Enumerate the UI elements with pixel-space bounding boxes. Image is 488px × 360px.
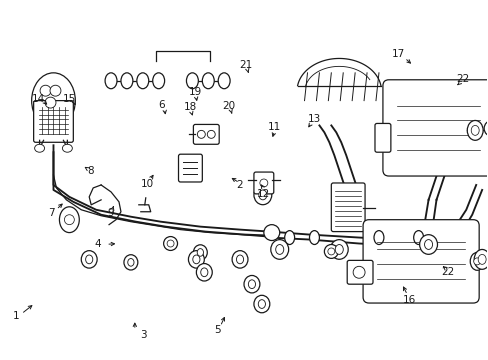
Ellipse shape xyxy=(152,73,164,89)
Circle shape xyxy=(163,237,177,251)
Circle shape xyxy=(167,240,174,247)
Circle shape xyxy=(352,266,365,278)
Ellipse shape xyxy=(258,300,265,309)
Ellipse shape xyxy=(60,207,79,233)
Ellipse shape xyxy=(193,245,207,260)
Text: 2: 2 xyxy=(236,180,243,190)
Circle shape xyxy=(473,258,480,265)
Text: 6: 6 xyxy=(159,100,165,110)
Ellipse shape xyxy=(483,121,488,136)
Circle shape xyxy=(40,85,51,96)
FancyBboxPatch shape xyxy=(178,154,202,182)
Ellipse shape xyxy=(192,255,200,264)
Text: 22: 22 xyxy=(441,267,454,277)
Circle shape xyxy=(264,225,279,240)
Ellipse shape xyxy=(188,251,204,268)
Ellipse shape xyxy=(197,249,203,256)
Circle shape xyxy=(487,125,488,132)
Ellipse shape xyxy=(137,73,148,89)
Text: 7: 7 xyxy=(48,208,55,218)
Text: 15: 15 xyxy=(63,94,76,104)
FancyBboxPatch shape xyxy=(193,125,219,144)
FancyBboxPatch shape xyxy=(331,183,365,231)
FancyBboxPatch shape xyxy=(34,100,73,142)
Ellipse shape xyxy=(81,251,97,268)
Ellipse shape xyxy=(284,231,294,244)
Text: 1: 1 xyxy=(13,311,20,321)
Ellipse shape xyxy=(196,264,212,281)
Text: 16: 16 xyxy=(402,295,415,305)
Circle shape xyxy=(45,97,56,108)
Text: 12: 12 xyxy=(257,189,270,199)
Ellipse shape xyxy=(248,280,255,289)
Ellipse shape xyxy=(35,144,44,152)
Circle shape xyxy=(64,215,74,225)
Circle shape xyxy=(324,244,338,258)
Text: 9: 9 xyxy=(107,208,114,218)
Ellipse shape xyxy=(275,244,283,255)
Ellipse shape xyxy=(121,73,133,89)
Ellipse shape xyxy=(335,244,343,255)
Text: 11: 11 xyxy=(267,122,281,132)
Text: 22: 22 xyxy=(455,74,468,84)
Ellipse shape xyxy=(309,231,319,244)
FancyBboxPatch shape xyxy=(346,260,372,284)
Ellipse shape xyxy=(123,255,138,270)
Ellipse shape xyxy=(232,251,247,268)
Ellipse shape xyxy=(201,268,207,276)
Ellipse shape xyxy=(373,231,383,244)
Ellipse shape xyxy=(473,249,488,269)
Text: 10: 10 xyxy=(141,179,154,189)
Text: 8: 8 xyxy=(87,166,93,176)
Text: 14: 14 xyxy=(32,94,45,104)
Ellipse shape xyxy=(218,73,230,89)
Ellipse shape xyxy=(470,125,478,135)
Ellipse shape xyxy=(186,73,198,89)
Ellipse shape xyxy=(258,190,266,200)
Text: 19: 19 xyxy=(188,87,201,98)
Ellipse shape xyxy=(330,240,347,259)
Ellipse shape xyxy=(253,185,271,205)
Ellipse shape xyxy=(424,240,432,249)
Ellipse shape xyxy=(270,240,288,259)
Circle shape xyxy=(327,248,334,255)
Ellipse shape xyxy=(32,73,75,129)
Text: 3: 3 xyxy=(140,330,146,341)
Ellipse shape xyxy=(202,73,214,89)
Text: 17: 17 xyxy=(391,49,405,59)
FancyBboxPatch shape xyxy=(374,123,390,152)
Text: 13: 13 xyxy=(307,114,320,124)
Text: 20: 20 xyxy=(222,101,235,111)
Ellipse shape xyxy=(253,295,269,313)
Circle shape xyxy=(197,130,205,138)
Ellipse shape xyxy=(62,144,72,152)
Circle shape xyxy=(207,130,215,138)
FancyBboxPatch shape xyxy=(362,220,478,303)
Ellipse shape xyxy=(105,73,117,89)
Ellipse shape xyxy=(419,235,437,254)
FancyBboxPatch shape xyxy=(382,80,488,176)
Ellipse shape xyxy=(413,231,423,244)
Ellipse shape xyxy=(477,255,485,264)
Ellipse shape xyxy=(236,255,243,264)
Text: 21: 21 xyxy=(238,60,252,70)
Ellipse shape xyxy=(85,255,93,264)
Ellipse shape xyxy=(244,275,259,293)
Text: 5: 5 xyxy=(214,325,221,335)
Circle shape xyxy=(50,85,61,96)
Ellipse shape xyxy=(469,252,483,270)
Circle shape xyxy=(259,179,267,187)
FancyBboxPatch shape xyxy=(253,172,273,194)
Ellipse shape xyxy=(127,258,134,266)
Text: 4: 4 xyxy=(95,239,101,249)
Ellipse shape xyxy=(467,121,482,140)
Text: 18: 18 xyxy=(183,102,196,112)
